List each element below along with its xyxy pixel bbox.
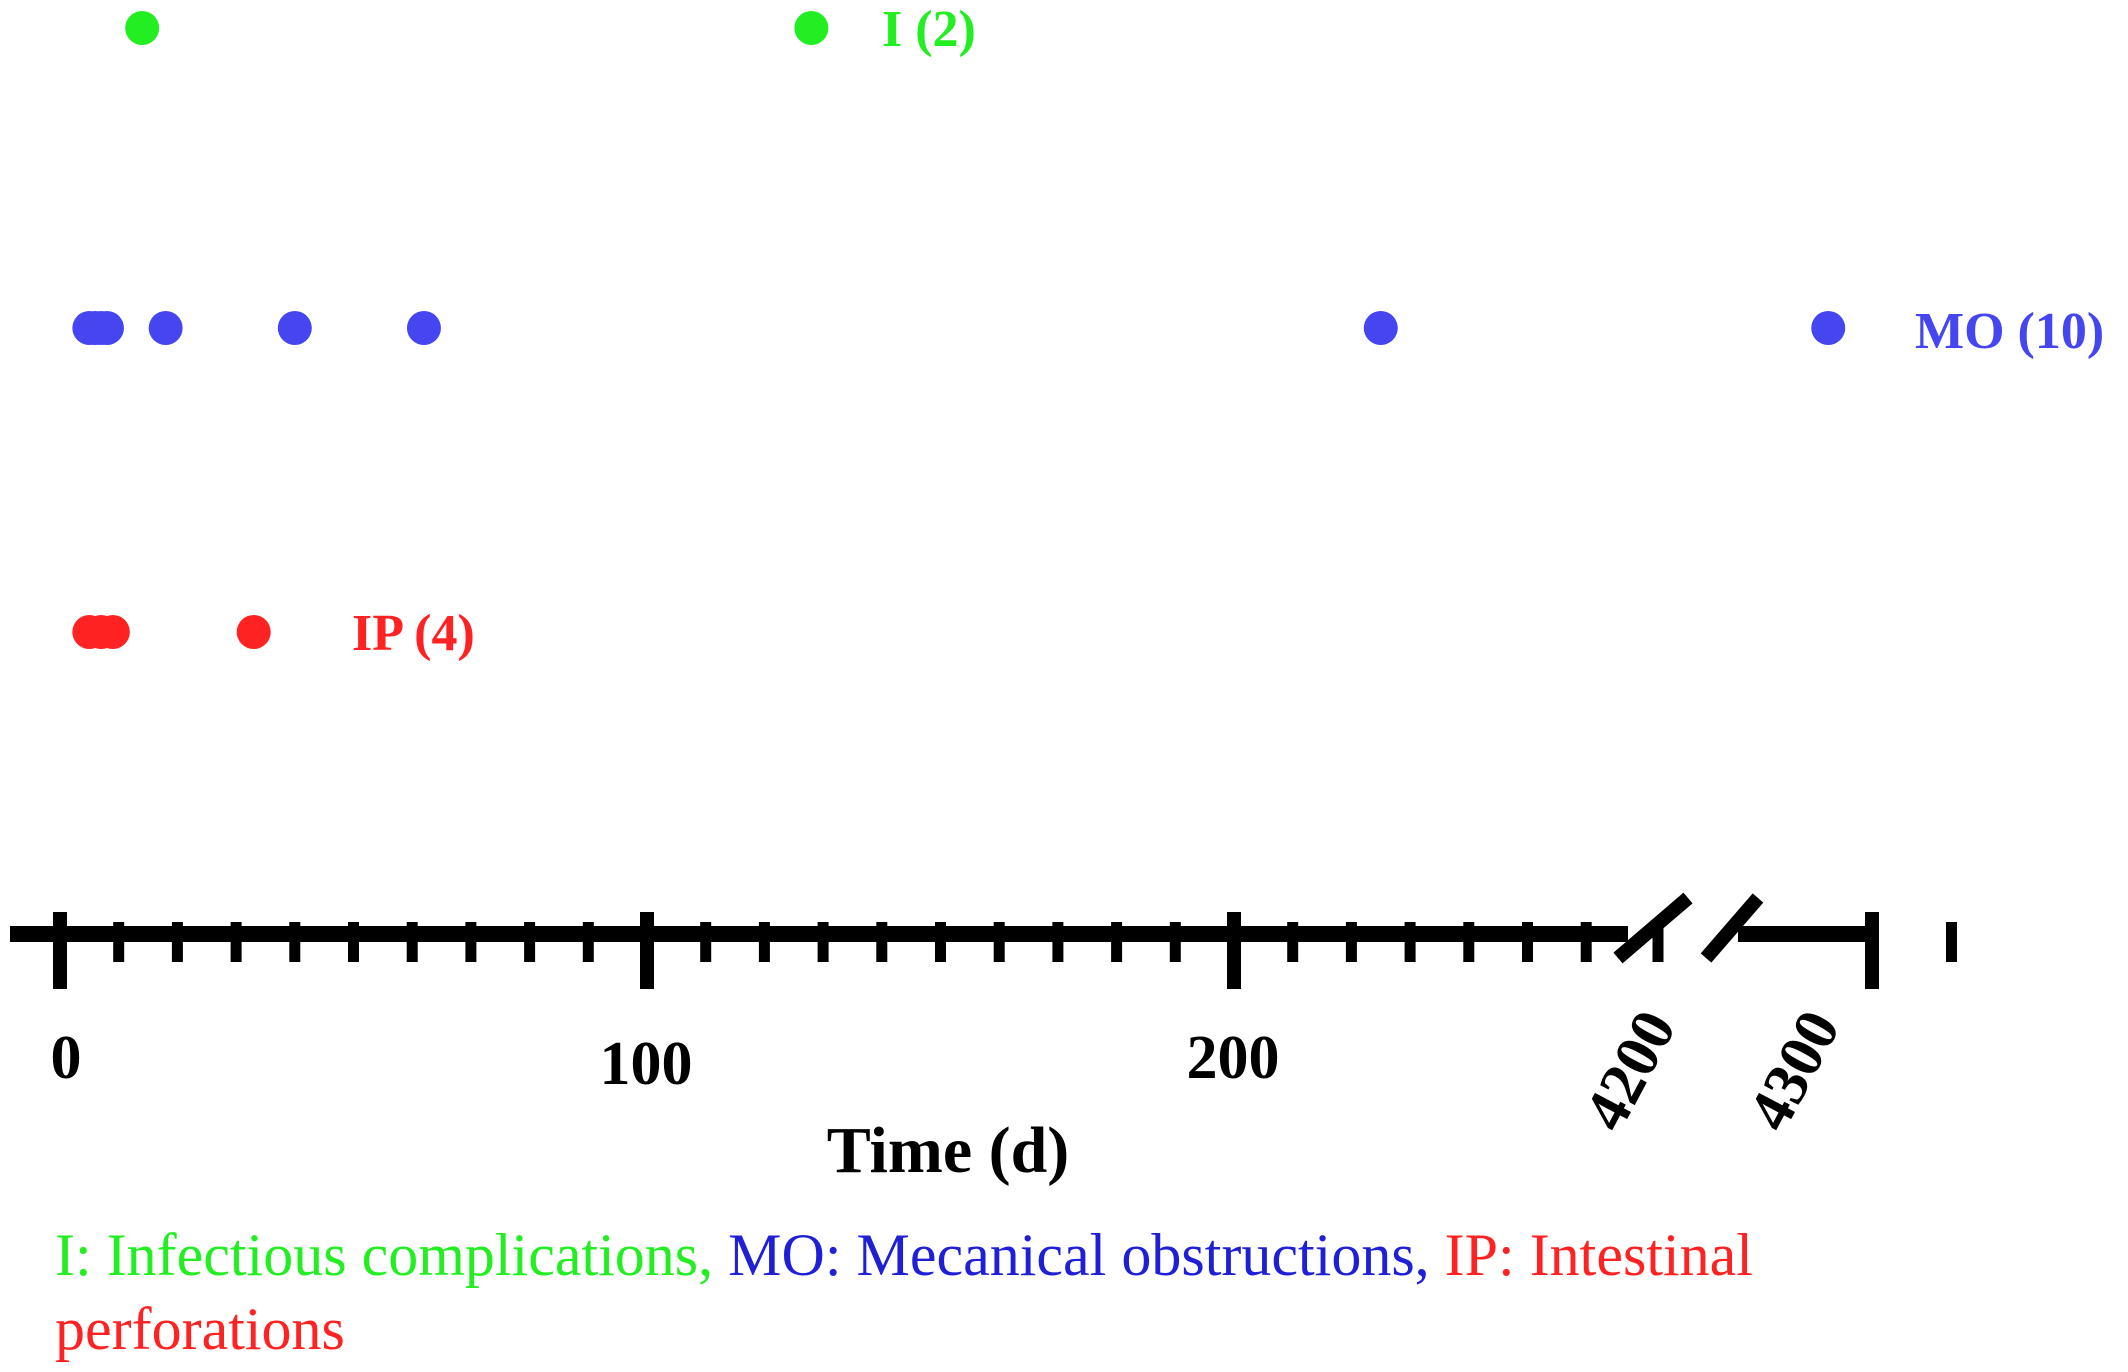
caption-infectious: I: Infectious complications, — [55, 1222, 714, 1288]
series-label-i: I (2) — [882, 1, 976, 58]
point-mo — [89, 311, 124, 345]
tick-label-4300: 4300 — [1735, 1000, 1853, 1141]
caption-perforations: IP: Intestinal perforations — [55, 1222, 1753, 1362]
data-points — [72, 11, 1846, 649]
point-mo — [277, 311, 312, 345]
tick-label-4200: 4200 — [1571, 1000, 1689, 1141]
point-mo — [1811, 311, 1846, 345]
caption-mechanical: MO: Mecanical obstructions, — [713, 1222, 1430, 1288]
tick-label-0: 0 — [51, 1024, 82, 1092]
point-i — [794, 11, 829, 45]
point-mo — [148, 311, 183, 345]
x-axis-ticks — [53, 912, 1957, 989]
point-ip — [95, 615, 130, 649]
point-mo — [1363, 311, 1398, 345]
tick-label-200: 200 — [1187, 1024, 1280, 1092]
point-i — [125, 11, 160, 45]
series-label-ip: IP (4) — [352, 605, 475, 662]
legend-caption: I: Infectious complications, MO: Mecanic… — [55, 1218, 1955, 1366]
series-labels: I (2) MO (10) IP (4) — [352, 1, 2104, 662]
point-mo — [406, 311, 441, 345]
point-ip — [236, 615, 271, 649]
series-label-mo: MO (10) — [1915, 303, 2104, 360]
axis-break-mark-2 — [1700, 893, 1764, 963]
x-axis-title: Time (d) — [827, 1114, 1070, 1187]
tick-label-100: 100 — [600, 1030, 693, 1098]
